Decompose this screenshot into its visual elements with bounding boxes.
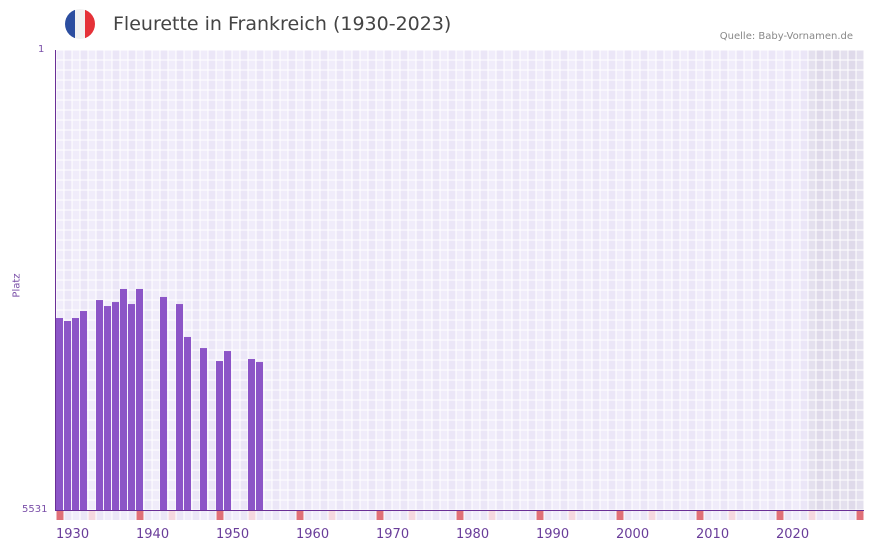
bar-1948[interactable] xyxy=(200,348,207,510)
bar-1940[interactable] xyxy=(136,288,143,510)
bar-1932[interactable] xyxy=(72,318,79,510)
x-tick-2010: 2010 xyxy=(696,527,730,542)
x-tick-1990: 1990 xyxy=(536,527,570,542)
plot-area xyxy=(56,50,864,510)
chart-grid-and-bars xyxy=(56,50,864,510)
x-tick-1980: 1980 xyxy=(456,527,490,542)
x-tick-1950: 1950 xyxy=(216,527,250,542)
bar-1938[interactable] xyxy=(120,288,127,510)
x-tick-1940: 1940 xyxy=(136,527,170,542)
bar-1930[interactable] xyxy=(56,318,63,510)
year-markers xyxy=(56,511,864,520)
bar-1946[interactable] xyxy=(184,336,191,510)
x-axis-line xyxy=(55,510,864,511)
france-flag-icon xyxy=(65,9,95,39)
y-tick-top: 1 xyxy=(38,44,45,55)
bar-1939[interactable] xyxy=(128,304,135,510)
bar-1945[interactable] xyxy=(176,304,183,510)
y-axis-line xyxy=(55,50,56,511)
x-tick-1930: 1930 xyxy=(56,527,90,542)
bar-1951[interactable] xyxy=(224,351,231,510)
x-tick-2000: 2000 xyxy=(616,527,650,542)
x-axis-labels: 1930 1940 1950 1960 1970 1980 1990 2000 2010 2020 xyxy=(0,527,873,547)
source-credit: Quelle: Baby-Vornamen.de xyxy=(719,31,853,42)
flag-stripe-blue xyxy=(65,9,75,39)
x-tick-1960: 1960 xyxy=(296,527,330,542)
y-axis-title: Platz xyxy=(11,273,23,298)
x-tick-1970: 1970 xyxy=(376,527,410,542)
y-tick-bottom: 5531 xyxy=(22,504,48,515)
bar-1955[interactable] xyxy=(256,362,263,510)
bar-1936[interactable] xyxy=(104,306,111,510)
bar-1943[interactable] xyxy=(160,296,167,510)
flag-stripe-red xyxy=(85,9,95,39)
chart-title: Fleurette in Frankreich (1930-2023) xyxy=(113,13,452,35)
flag-stripe-white xyxy=(75,9,85,39)
bar-1954[interactable] xyxy=(248,359,255,510)
bar-1931[interactable] xyxy=(64,321,71,510)
x-tick-2020: 2020 xyxy=(776,527,810,542)
bar-1935[interactable] xyxy=(96,300,103,510)
bar-1950[interactable] xyxy=(216,361,223,510)
bar-1937[interactable] xyxy=(112,302,119,510)
bar-1933[interactable] xyxy=(80,311,87,510)
